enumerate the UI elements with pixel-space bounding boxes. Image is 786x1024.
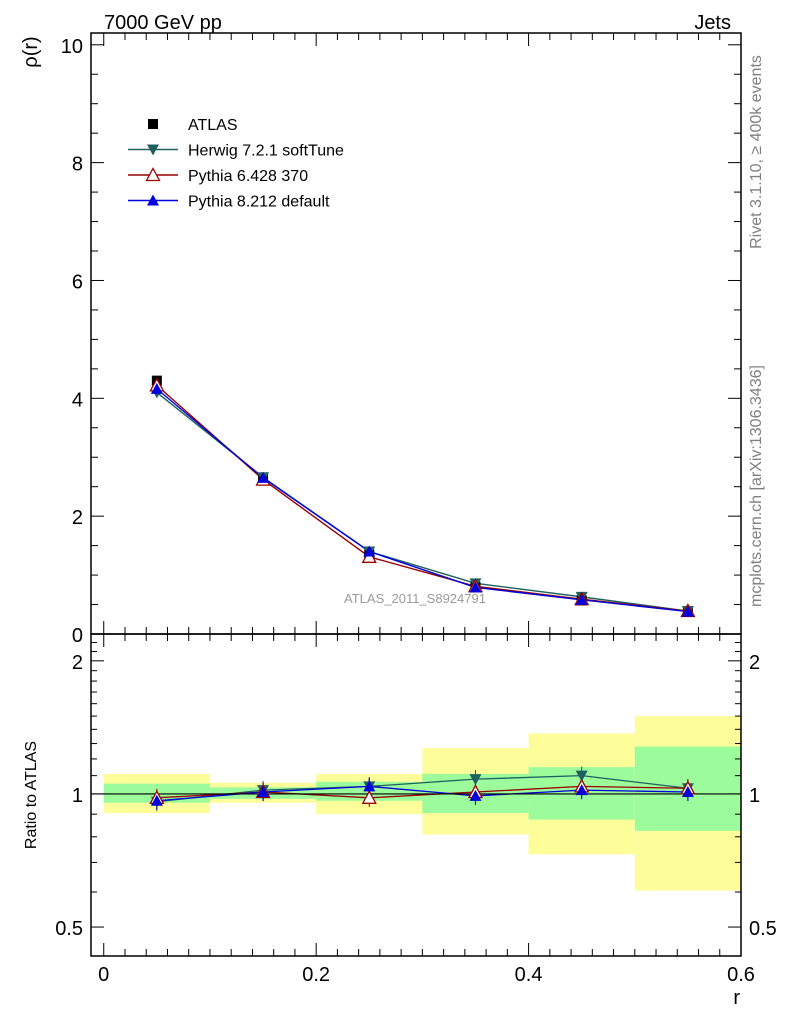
main-point-pythia8: [257, 471, 270, 483]
axis-ticks: [91, 33, 742, 956]
main-y-tick-label: 0: [72, 625, 83, 647]
header-right: Jets: [694, 12, 731, 34]
main-line-pythia8: [156, 388, 688, 613]
main-point-pythia8: [150, 382, 163, 394]
legend-marker-pythia6: [145, 167, 161, 182]
main-y-tick-label: 4: [72, 389, 83, 411]
panel-frames: [90, 32, 742, 957]
ratio-point-pythia6: [361, 789, 377, 804]
main-y-tick-label: 2: [72, 507, 83, 529]
ratio-y-tick-label-right: 0.5: [749, 918, 777, 940]
ratio-point-pythia8: [257, 786, 270, 798]
rivet-label: Rivet 3.1.10, ≥ 400k events: [748, 55, 765, 249]
analysis-watermark: ATLAS_2011_S8924791: [344, 591, 486, 606]
main-point-pythia8: [363, 545, 376, 557]
ratio-y-tick-label-right: 2: [749, 652, 760, 674]
ratio-point-herwig: [469, 774, 482, 786]
legend-marker-pythia8: [147, 194, 159, 206]
legend-label-pythia6: Pythia 6.428 370: [188, 168, 308, 185]
ratio-point-pythia8: [363, 780, 376, 792]
ratio-point-pythia8: [681, 786, 694, 798]
main-line-herwig: [156, 391, 688, 612]
main-series-lines: [156, 384, 688, 613]
ratio-y-tick-label-right: 1: [749, 785, 760, 807]
mcplots-label: mcplots.cern.ch [arXiv:1306.3436]: [748, 365, 765, 607]
ratio-y-label: Ratio to ATLAS: [23, 741, 40, 849]
main-y-tick-label: 10: [61, 36, 83, 58]
legend-label-herwig: Herwig 7.2.1 softTune: [188, 143, 344, 160]
legend: ATLAS Herwig 7.2.1 softTune Pythia 6.428 3…: [128, 117, 344, 211]
main-line-pythia6: [156, 384, 688, 612]
ratio-markers: [149, 770, 696, 808]
legend-marker-atlas: [148, 119, 158, 129]
ratio-y-tick-label-left: 0.5: [55, 918, 83, 940]
ratio-y-tick-label-left: 2: [72, 652, 83, 674]
axis-tick-labels: 0 2 4 6 8 10 0 0.2 0.4 0.6 0.5 0.5 1 1 2 2: [55, 36, 777, 986]
main-y-tick-label: 8: [72, 154, 83, 176]
ratio-uncertainty-bands: [103, 716, 741, 891]
ratio-point-pythia8: [575, 784, 588, 796]
legend-label-pythia8: Pythia 8.212 default: [188, 194, 330, 211]
legend-marker-herwig: [147, 144, 159, 156]
x-tick-label: 0.2: [302, 964, 330, 986]
legend-label-atlas: ATLAS: [188, 117, 238, 134]
main-point-pythia8: [575, 593, 588, 605]
ratio-y-tick-label-left: 1: [72, 785, 83, 807]
main-point-pythia8: [681, 605, 694, 617]
ratio-point-herwig: [575, 770, 588, 782]
x-tick-label: 0.4: [515, 964, 543, 986]
x-tick-label: 0.6: [727, 964, 755, 986]
ratio-panel-frame: [90, 633, 742, 957]
main-y-label: ρ(r): [20, 36, 42, 67]
x-axis-label: r: [733, 987, 740, 1009]
ratio-point-pythia8: [469, 789, 482, 801]
ratio-point-pythia8: [150, 794, 163, 806]
header-left: 7000 GeV pp: [104, 12, 222, 34]
main-markers: [149, 375, 696, 618]
main-y-tick-label: 6: [72, 271, 83, 293]
ratio-line-herwig: [156, 774, 688, 803]
main-point-pythia8: [469, 581, 482, 593]
x-tick-label: 0: [98, 964, 109, 986]
